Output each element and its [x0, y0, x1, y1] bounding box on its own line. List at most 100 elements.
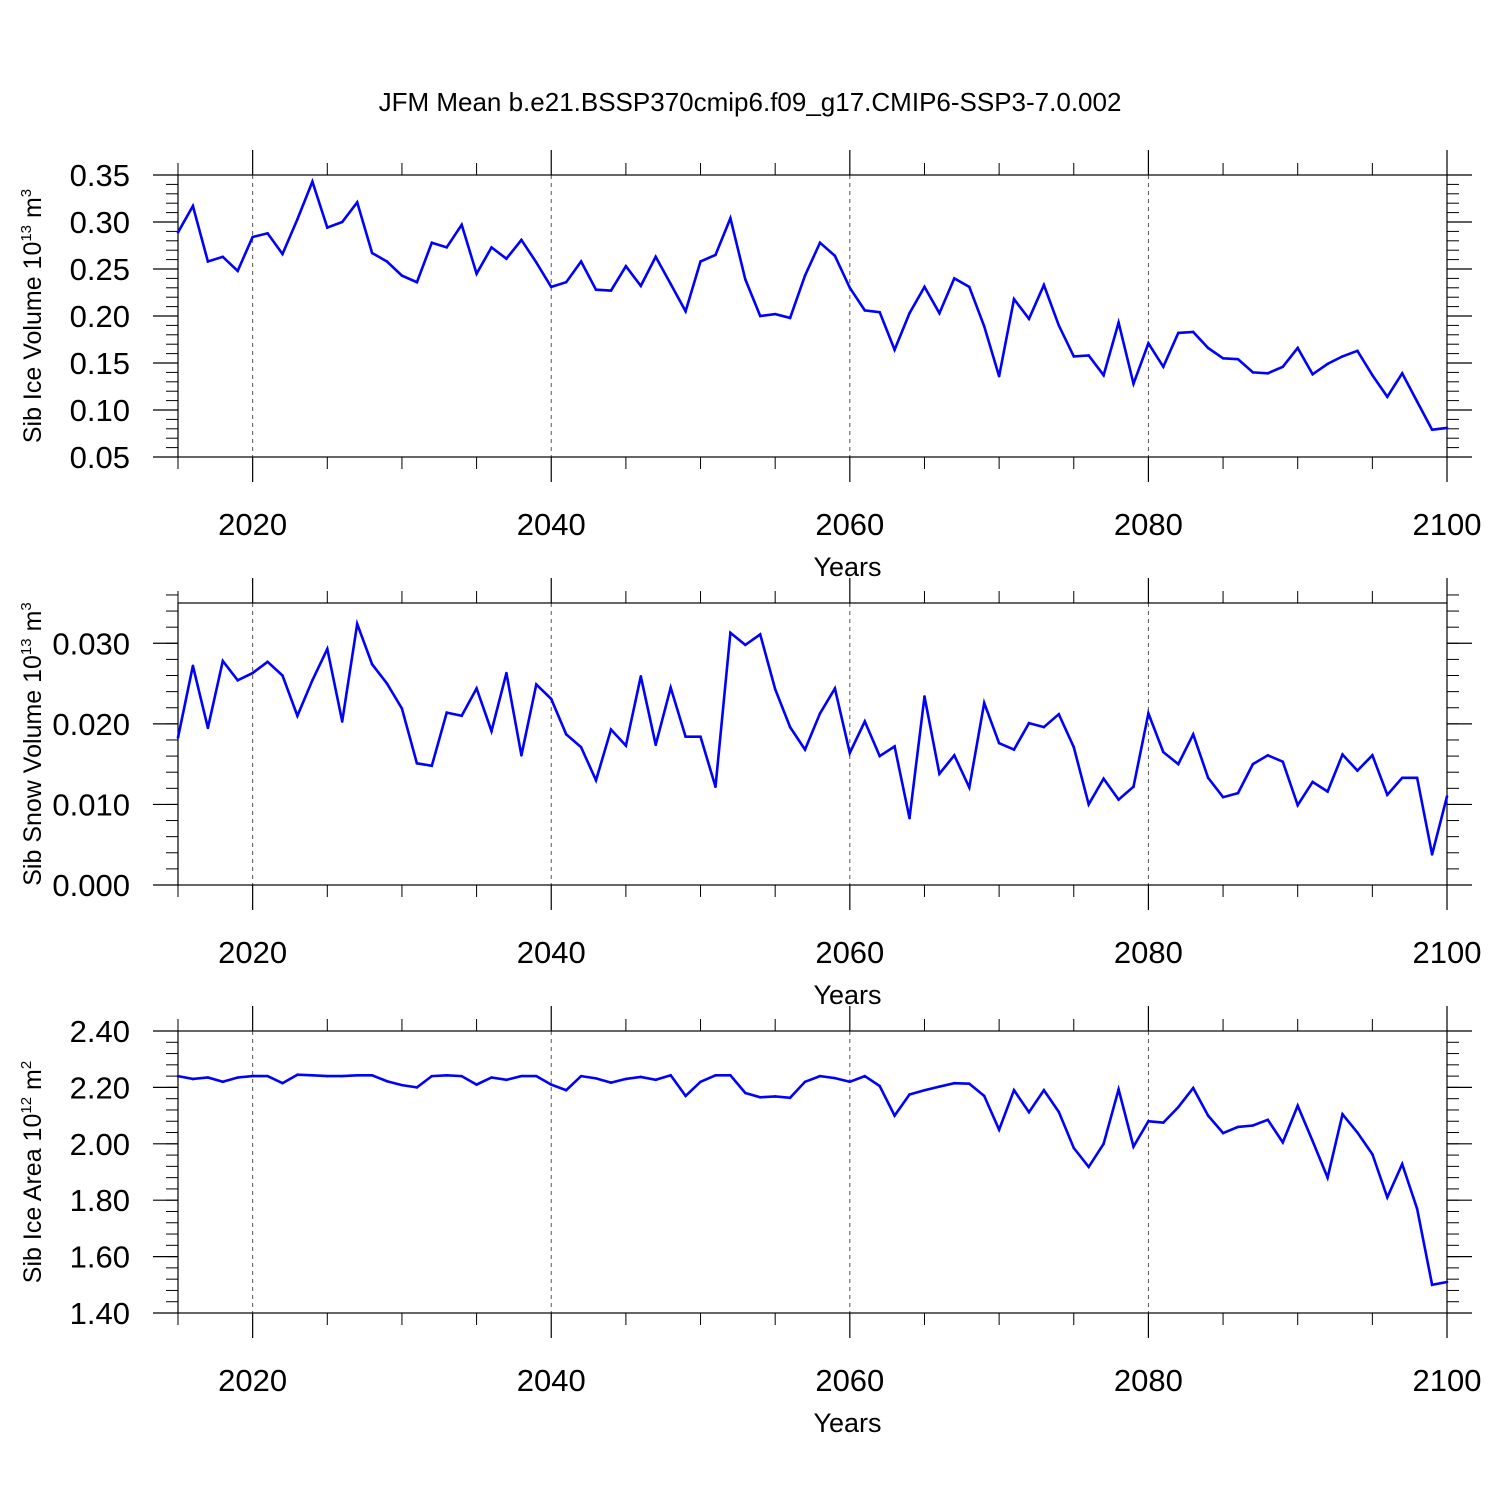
- data-point: [266, 1074, 269, 1078]
- data-point: [191, 204, 195, 208]
- y-axis-title-unit: m: [19, 197, 47, 225]
- data-point: [1236, 791, 1240, 795]
- data-point: [893, 745, 896, 748]
- y-tick-label: 0.030: [52, 626, 130, 661]
- snow-volume-panel: 2020 2040 2060 2080 2100 Years 0.000 0.010 0.020…: [18, 578, 1481, 1010]
- data-point: [1191, 733, 1195, 736]
- data-point: [579, 1074, 583, 1078]
- data-point: [878, 1084, 881, 1088]
- x-tick-label: 2040: [517, 1363, 586, 1398]
- data-point: [400, 1083, 404, 1087]
- data-point: [475, 687, 478, 690]
- data-point: [1102, 777, 1105, 780]
- data-point: [1072, 745, 1076, 749]
- data-point: [1400, 1162, 1404, 1166]
- y-tick-label: 0.20: [70, 299, 130, 334]
- data-point: [296, 714, 299, 718]
- data-point: [520, 238, 523, 242]
- data-point: [714, 253, 717, 257]
- data-point: [699, 735, 702, 739]
- data-point: [325, 226, 329, 229]
- data-point: [624, 744, 628, 747]
- data-point: [1311, 1139, 1314, 1143]
- data-point: [1057, 1110, 1061, 1114]
- data-point: [281, 1081, 284, 1085]
- data-point: [609, 1081, 613, 1084]
- data-point: [1132, 382, 1135, 385]
- data-point: [878, 754, 881, 758]
- data-point: [714, 785, 717, 789]
- data-point: [729, 216, 732, 220]
- y-axis-title: Sib Snow Volume 1013 m3: [18, 602, 47, 886]
- data-point: [1087, 803, 1090, 806]
- y-tick-label: 1.80: [70, 1183, 130, 1218]
- data-point: [624, 264, 628, 268]
- data-point: [1191, 1086, 1195, 1090]
- data-point: [1266, 372, 1270, 375]
- data-point: [1266, 1118, 1270, 1122]
- data-point: [505, 1078, 508, 1082]
- data-point: [773, 687, 777, 691]
- series-line: [176, 618, 1449, 855]
- data-point: [833, 254, 837, 258]
- data-point: [311, 679, 314, 682]
- data-point: [729, 1073, 732, 1077]
- data-point: [758, 1095, 762, 1099]
- y-axis-title-unit: m: [19, 1069, 47, 1097]
- data-point: [490, 246, 493, 249]
- data-point: [1281, 1141, 1285, 1144]
- data-point: [564, 280, 568, 284]
- data-point: [594, 778, 598, 782]
- data-point: [818, 712, 822, 715]
- data-point: [1012, 297, 1016, 301]
- data-point: [1147, 1119, 1150, 1123]
- data-point: [863, 1074, 867, 1078]
- x-tick-label: 2080: [1114, 935, 1183, 970]
- data-point: [1311, 372, 1314, 376]
- data-point: [1400, 372, 1404, 375]
- data-point: [370, 662, 374, 666]
- data-point: [311, 1073, 314, 1077]
- data-point: [445, 1073, 449, 1077]
- data-point: [266, 231, 269, 235]
- data-point: [251, 671, 254, 675]
- data-point: [460, 1074, 463, 1078]
- data-point: [818, 1074, 822, 1078]
- data-point: [1445, 426, 1449, 430]
- y-axis-title-unit-exponent: 2: [18, 1061, 35, 1069]
- data-point: [191, 664, 195, 668]
- y-tick-label: 0.05: [70, 440, 130, 475]
- y-axis-title-text: Sib Snow Volume 10: [19, 655, 47, 886]
- data-point: [1191, 330, 1195, 334]
- data-point: [355, 622, 359, 626]
- data-point: [281, 252, 284, 256]
- x-tick-label: 2040: [517, 935, 586, 970]
- data-point: [251, 235, 254, 239]
- data-point: [594, 288, 598, 291]
- data-point: [505, 257, 508, 260]
- y-axis-title-unit-exponent: 3: [18, 602, 35, 610]
- data-point: [355, 1073, 359, 1077]
- data-point: [848, 1080, 852, 1084]
- data-point: [609, 728, 613, 731]
- data-point: [729, 631, 732, 635]
- data-point: [878, 310, 881, 314]
- x-tick-label: 2020: [218, 507, 287, 542]
- y-tick-label: 0.30: [70, 205, 130, 240]
- data-point: [206, 260, 210, 263]
- data-point: [639, 1075, 643, 1079]
- data-point: [1400, 776, 1404, 780]
- data-point: [1042, 1088, 1046, 1092]
- data-point: [1251, 762, 1255, 766]
- data-point: [340, 720, 344, 723]
- data-point: [654, 743, 658, 747]
- data-point: [430, 1074, 434, 1078]
- data-point: [475, 1083, 478, 1086]
- data-point: [564, 733, 568, 736]
- data-point: [1162, 1121, 1165, 1124]
- data-point: [1012, 748, 1016, 751]
- y-axis-title-text: Sib Ice Volume 10: [19, 242, 47, 444]
- data-point: [340, 220, 344, 224]
- data-point: [1221, 795, 1225, 799]
